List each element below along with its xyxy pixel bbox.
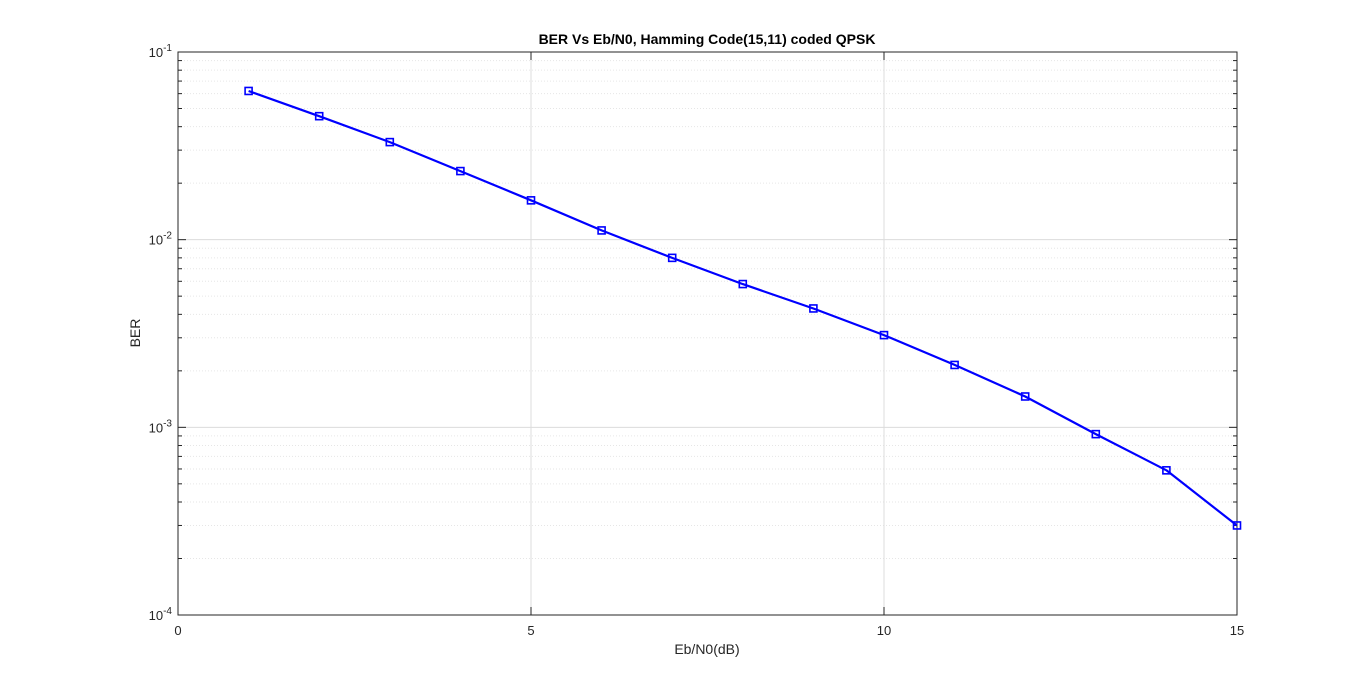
data-point-marker [456, 166, 465, 176]
x-axis-label: Eb/N0(dB) [674, 641, 739, 657]
y-tick-label: 10-1 [149, 43, 173, 60]
data-point-marker [950, 360, 959, 370]
axes-box [177, 51, 1238, 616]
chart-title: BER Vs Eb/N0, Hamming Code(15,11) coded … [539, 31, 876, 47]
x-tick-label: 0 [174, 623, 181, 638]
data-point-marker [1232, 521, 1242, 530]
data-point-marker [314, 111, 324, 121]
series-line [248, 89, 1238, 527]
y-tick-label: 10-2 [149, 231, 173, 248]
data-point-marker [738, 279, 748, 289]
data-point-marker [1162, 466, 1171, 475]
data-point-marker [879, 330, 889, 340]
data-point-marker [385, 137, 395, 147]
x-tick-label: 10 [877, 623, 891, 638]
y-tick-label: 10-3 [149, 418, 173, 435]
data-point-marker [809, 304, 818, 313]
data-point-marker [1020, 392, 1030, 401]
x-tick-label: 15 [1230, 623, 1244, 638]
data-point-marker [526, 196, 536, 205]
data-point-marker [667, 253, 677, 263]
x-tick-label: 5 [527, 623, 534, 638]
data-point-marker [597, 226, 606, 235]
data-point-marker [244, 86, 253, 96]
y-tick-label: 10-4 [149, 606, 173, 623]
y-axis-label: BER [127, 319, 143, 348]
data-point-marker [1091, 429, 1101, 439]
